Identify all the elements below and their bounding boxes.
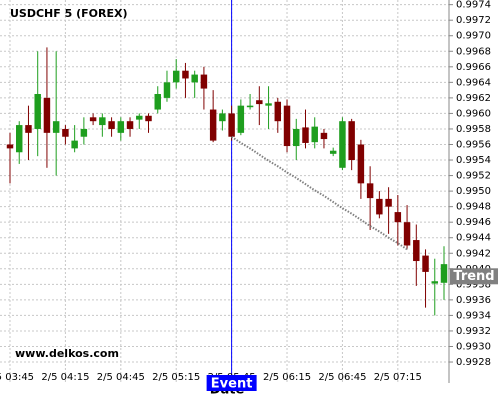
candle-body (182, 70, 189, 79)
candle-body (385, 198, 392, 207)
y-tick-label: 0.9950 (456, 186, 491, 197)
candle-body (99, 117, 106, 126)
y-tick-label: 0.9956 (456, 139, 491, 150)
x-tick-label: 2/5 04:15 (41, 372, 89, 383)
y-tick-label: 0.9958 (456, 124, 491, 135)
candle-body (16, 125, 23, 153)
candle-body (339, 121, 346, 168)
candle-body (348, 121, 355, 161)
y-tick-label: 0.9966 (456, 62, 491, 73)
y-tick-label: 0.9928 (456, 357, 491, 368)
y-tick-label: 0.9952 (456, 171, 491, 182)
candle-body (366, 183, 374, 199)
candle-body (145, 115, 152, 122)
candle-body (117, 121, 125, 133)
candle-body (329, 150, 337, 154)
candle-body (413, 240, 420, 262)
y-tick-label: 0.9930 (456, 341, 491, 352)
y-tick-label: 0.9964 (456, 77, 491, 88)
y-tick-label: 0.9938 (456, 279, 491, 290)
candle-body (302, 127, 309, 143)
candle-body (6, 144, 14, 149)
candle-body (191, 74, 198, 83)
y-tick-label: 0.9942 (456, 248, 491, 259)
candle-body (172, 70, 180, 83)
y-tick-label: 0.9962 (456, 93, 491, 104)
y-tick-label: 0.9934 (456, 310, 491, 321)
x-tick-label: 2/5 06:45 (318, 372, 366, 383)
candle-body (440, 264, 448, 283)
candle-body (311, 126, 318, 143)
candle-body (34, 94, 41, 129)
candle-body (431, 281, 438, 284)
event-label: Event (211, 377, 253, 392)
y-tick-label: 0.9948 (456, 202, 491, 213)
y-tick-label: 0.9970 (456, 31, 491, 42)
x-tick-label: 2/5 04:45 (97, 372, 145, 383)
y-tick-label: 0.9968 (456, 46, 491, 57)
y-tick-label: 0.9946 (456, 217, 491, 228)
candle-body (320, 132, 328, 140)
candle-body (422, 255, 429, 272)
candle-body (274, 101, 282, 122)
plot (6, 0, 448, 383)
x-tick-label: 2/5 07:15 (374, 372, 422, 383)
x-tick-label: 2/5 05:15 (152, 372, 200, 383)
trend-label-box (450, 268, 498, 285)
candle-body (256, 100, 263, 105)
y-tick-label: 0.9932 (456, 326, 491, 337)
candle-body (43, 97, 51, 133)
candle-body (283, 105, 291, 147)
candle-body (154, 94, 161, 110)
trend-label: Trend (453, 269, 494, 284)
candle-body (89, 117, 97, 122)
candle-body (394, 212, 402, 223)
candle-body (209, 109, 217, 141)
chart-title: USDCHF 5 (FOREX) (10, 7, 127, 20)
candle-body (265, 103, 272, 106)
candle-body (376, 198, 383, 215)
y-tick-label: 0.9936 (456, 295, 491, 306)
candle-body (228, 113, 235, 137)
candle-body (52, 121, 60, 133)
candle-body (126, 121, 134, 129)
candle-body (62, 128, 69, 137)
candle-body (246, 105, 254, 108)
y-tick-label: 0.9960 (456, 108, 491, 119)
x-tick-label: 2/5 03:45 (0, 372, 34, 383)
candle-body (219, 113, 226, 122)
candle-body (403, 222, 411, 246)
candle-body (200, 74, 208, 89)
y-tick-label: 0.9972 (456, 15, 491, 26)
candle-body (25, 125, 32, 133)
event-label-box (206, 375, 257, 391)
candle-body (237, 105, 245, 133)
trend-line (231, 135, 408, 251)
y-tick-label: 0.9954 (456, 155, 491, 166)
watermark: www.delkos.com (15, 347, 119, 360)
grid (0, 0, 449, 383)
candle-body (80, 128, 88, 137)
candle-body (136, 115, 143, 120)
candle-body (108, 121, 115, 129)
candle-body (163, 82, 171, 98)
y-tick-label: 0.9974 (456, 0, 491, 11)
candle-body (71, 140, 78, 149)
candle-body (357, 144, 365, 184)
y-tick-label: 0.9944 (456, 233, 491, 244)
x-tick-label: 2/5 06:15 (263, 372, 311, 383)
candle-body (293, 128, 300, 147)
